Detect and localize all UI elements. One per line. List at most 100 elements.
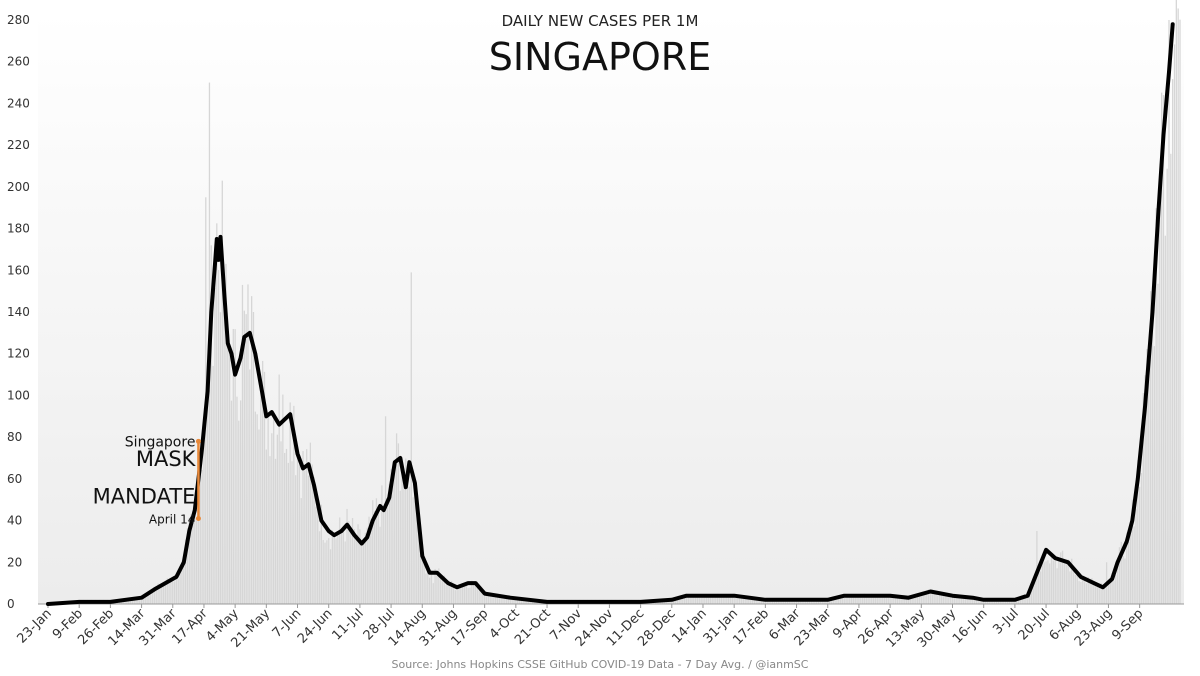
daily-bar <box>155 587 157 604</box>
daily-bar <box>438 568 440 604</box>
daily-bar <box>737 596 739 604</box>
daily-bar <box>1074 574 1077 604</box>
daily-bar <box>318 531 321 604</box>
daily-bar <box>524 600 526 604</box>
daily-bar <box>144 596 146 604</box>
daily-bar <box>317 509 319 604</box>
daily-bar <box>368 516 370 604</box>
daily-bar <box>1093 584 1095 604</box>
daily-bar <box>693 595 695 604</box>
daily-bar <box>1113 580 1115 604</box>
daily-bar <box>449 584 451 604</box>
daily-bar <box>1173 44 1176 605</box>
daily-bar <box>249 369 251 604</box>
daily-bar <box>832 597 834 604</box>
daily-bar <box>1028 593 1031 604</box>
daily-bar <box>1148 362 1150 604</box>
daily-bar <box>276 434 278 604</box>
daily-bar <box>439 574 442 604</box>
daily-bar <box>1166 168 1168 605</box>
daily-bar <box>195 520 198 604</box>
daily-bar <box>168 581 170 604</box>
daily-bar <box>379 526 381 604</box>
daily-bar <box>1041 554 1044 604</box>
daily-bar <box>340 529 343 604</box>
daily-bar <box>293 405 295 604</box>
daily-bar <box>181 560 183 604</box>
daily-bar <box>838 596 840 604</box>
daily-bar <box>1050 552 1053 604</box>
daily-bar <box>243 310 245 604</box>
daily-bar <box>953 596 955 604</box>
daily-bar <box>858 595 860 604</box>
daily-bar <box>502 595 504 604</box>
daily-bar <box>395 433 398 604</box>
daily-bar <box>964 597 966 604</box>
daily-bar <box>296 455 299 604</box>
daily-bar <box>251 296 253 604</box>
daily-bar <box>929 592 932 604</box>
daily-bar <box>461 586 464 604</box>
daily-bar <box>1168 20 1170 604</box>
daily-bar <box>1027 596 1029 604</box>
x-tick-label: 11-Jul <box>329 606 366 643</box>
daily-bar <box>473 583 475 604</box>
annotation-dot-bottom <box>195 515 201 521</box>
daily-bar <box>480 590 482 604</box>
daily-bar <box>937 595 939 604</box>
daily-bar <box>898 597 900 604</box>
daily-bar <box>463 584 466 604</box>
daily-bar <box>695 597 697 604</box>
daily-bar <box>896 597 899 604</box>
daily-bar <box>959 597 961 604</box>
daily-bar <box>772 600 774 604</box>
daily-bar <box>768 599 770 604</box>
daily-bar <box>487 595 489 604</box>
daily-bar <box>724 597 726 604</box>
daily-bar <box>794 599 796 604</box>
daily-bar <box>489 593 491 604</box>
daily-bar <box>166 578 168 604</box>
daily-bar <box>759 598 761 604</box>
daily-bar <box>302 451 304 604</box>
daily-bar <box>698 594 700 604</box>
daily-bar <box>823 600 825 604</box>
daily-bar <box>223 297 225 604</box>
daily-bar <box>1137 460 1139 604</box>
daily-bar <box>206 366 209 604</box>
x-tick-label: 14-Jan <box>670 606 710 646</box>
daily-bar <box>942 593 944 604</box>
daily-bar <box>335 538 337 604</box>
daily-bar <box>1039 571 1042 604</box>
daily-bar <box>390 469 392 604</box>
daily-bar <box>1170 153 1172 604</box>
daily-bar <box>300 498 302 604</box>
daily-bar <box>878 596 880 604</box>
daily-bar <box>1061 550 1064 604</box>
daily-bar <box>179 573 181 604</box>
daily-bar <box>940 594 943 604</box>
daily-bar <box>142 597 145 604</box>
daily-bar <box>456 590 458 604</box>
daily-bar <box>262 360 264 604</box>
daily-bar <box>458 586 460 604</box>
daily-bar <box>344 541 346 604</box>
x-tick-label: 16-Jun <box>950 606 991 647</box>
daily-bar <box>263 371 266 604</box>
daily-bar <box>1006 599 1009 604</box>
daily-bar <box>1129 521 1132 604</box>
daily-bars <box>60 0 1181 605</box>
y-tick-label: 220 <box>7 138 30 152</box>
daily-bar <box>689 596 691 604</box>
annotation-dot-top <box>195 438 201 444</box>
daily-bar <box>843 595 845 604</box>
daily-bar <box>1082 575 1084 604</box>
x-tick-label: 17-Apr <box>169 606 211 648</box>
daily-bar <box>364 532 367 604</box>
daily-bar <box>465 585 467 604</box>
daily-bar <box>1060 552 1062 604</box>
daily-bar <box>1150 291 1152 604</box>
daily-bar <box>1102 585 1104 604</box>
daily-bar <box>995 600 998 604</box>
daily-bar <box>790 600 792 604</box>
